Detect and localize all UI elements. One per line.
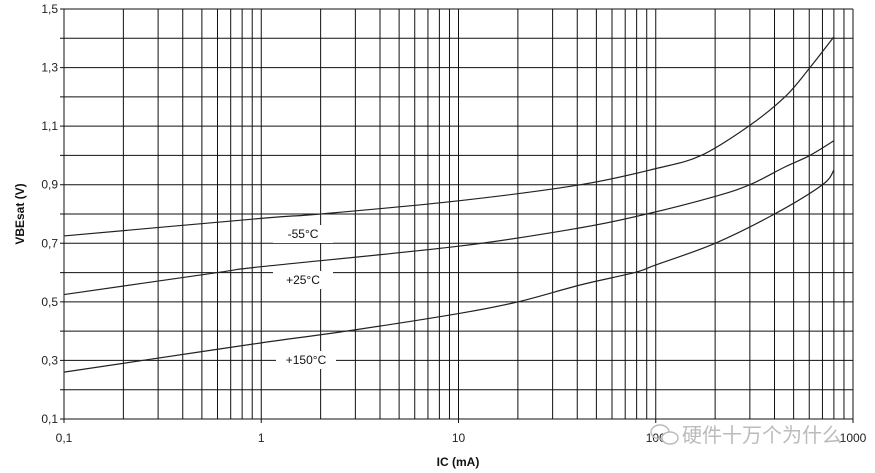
- curve-labels: -55°C +25°C +150°C: [273, 225, 336, 369]
- x-axis-label: IC (mA): [437, 455, 480, 469]
- y-tick-label: 0,7: [41, 236, 58, 250]
- y-tick-label: 0,1: [41, 412, 58, 426]
- series-line: [63, 169, 835, 373]
- label-background: [273, 225, 333, 243]
- series-line: [63, 140, 835, 296]
- x-tick-label: 1000: [840, 431, 867, 445]
- label-background: [276, 351, 336, 369]
- y-tick-label: 1,5: [41, 2, 58, 16]
- y-tick-label: 1,1: [41, 119, 58, 133]
- x-tick-label: 0,1: [56, 431, 73, 445]
- y-tick-label: 0,9: [41, 178, 58, 192]
- label-background: [273, 271, 333, 289]
- curves: [63, 36, 835, 373]
- y-tick-label: 0,5: [41, 295, 58, 309]
- x-tick-label: 1: [258, 431, 265, 445]
- series-label: -55°C: [288, 227, 319, 241]
- watermark: 硬件十万个为什么: [650, 424, 842, 447]
- y-tick-label: 0,3: [41, 353, 58, 367]
- watermark-text: 硬件十万个为什么: [682, 424, 842, 447]
- y-tick-label: 1,3: [41, 61, 58, 75]
- grid: [60, 8, 854, 423]
- wechat-icon: [650, 424, 679, 445]
- x-tick-label: 10: [452, 431, 466, 445]
- series-line: [63, 36, 835, 237]
- series-label: +150°C: [286, 353, 327, 367]
- series-label: +25°C: [286, 273, 320, 287]
- y-axis-label: VBEsat (V): [13, 183, 27, 244]
